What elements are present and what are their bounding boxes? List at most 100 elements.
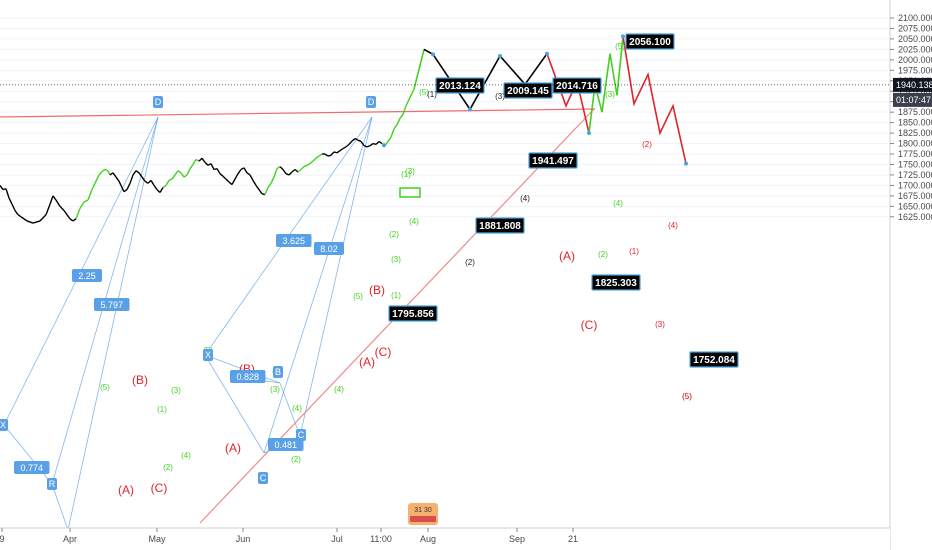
fib-ratio-box <box>72 269 102 282</box>
wave-label-green: (3) <box>171 386 181 395</box>
price-segment <box>126 183 131 190</box>
price-tick-label: 1650.000 <box>898 201 932 211</box>
time-tick-label: Sep <box>509 534 525 544</box>
price-segment <box>219 173 224 177</box>
price-segment <box>315 155 320 159</box>
price-segment <box>159 187 164 193</box>
price-tick-label: 1850.000 <box>898 118 932 128</box>
price-segment <box>180 172 185 178</box>
price-tick-label: 1725.000 <box>898 170 932 180</box>
price-segment <box>318 153 323 157</box>
price-segment <box>249 174 254 181</box>
price-segment <box>237 169 242 175</box>
price-segment <box>252 180 257 186</box>
wave-label-green: (4) <box>409 217 419 226</box>
pattern-point-box <box>0 419 8 431</box>
price-label-text: 2014.716 <box>556 81 598 92</box>
price-segment <box>351 137 356 142</box>
price-segment <box>112 172 117 178</box>
price-point-dot <box>382 143 386 148</box>
wave-label-red: (2) <box>642 140 652 149</box>
fib-ratio-text: 0.774 <box>20 463 43 473</box>
price-segment <box>183 174 188 178</box>
wave-label-red: (5) <box>682 392 692 401</box>
price-segment <box>231 178 236 185</box>
price-point-dot <box>468 107 472 112</box>
price-segment <box>189 164 194 170</box>
pattern-point-box <box>273 366 283 378</box>
price-label-text: 1881.808 <box>479 221 521 232</box>
price-point-dot <box>545 51 549 56</box>
wave-label-green: (5) <box>353 292 363 301</box>
price-label-text: 1941.497 <box>532 156 574 167</box>
price-label-text: 2013.124 <box>439 81 481 92</box>
price-segment <box>255 184 260 190</box>
price-segment <box>165 180 170 186</box>
pattern-point-text: C <box>298 430 305 440</box>
price-segment <box>264 187 269 195</box>
highlight-box <box>399 187 421 198</box>
fib-ratio-text: 5.797 <box>100 300 123 310</box>
price-label-box <box>552 77 602 94</box>
price-segment <box>109 172 114 176</box>
price-segment <box>357 139 362 143</box>
price-segment <box>104 168 109 172</box>
wave-label-red: (B) <box>369 283 385 297</box>
fib-ratio-box <box>276 234 312 247</box>
fib-ratio-box <box>268 438 304 451</box>
wave-label-green: (4) <box>613 199 623 208</box>
wave-label-red: (C) <box>375 345 392 359</box>
wave-label-black: (3) <box>495 92 505 101</box>
price-segment <box>393 124 398 130</box>
price-segment <box>330 151 335 156</box>
time-tick-label: Apr <box>63 534 77 544</box>
pattern-leg <box>279 382 301 437</box>
price-segment <box>49 195 54 205</box>
price-label-text: 1825.303 <box>595 278 637 289</box>
fib-ratio-box <box>314 242 344 255</box>
price-segment <box>324 153 329 157</box>
price-segment <box>267 182 272 188</box>
price-segment <box>342 146 347 150</box>
price-segment <box>369 142 374 147</box>
price-segment <box>240 167 245 171</box>
price-segment <box>333 151 338 154</box>
price-segment <box>303 164 308 168</box>
price-segment <box>270 176 275 184</box>
price-segment <box>0 184 4 190</box>
pattern-leg <box>299 116 373 437</box>
price-segment <box>360 141 365 147</box>
price-segment <box>339 147 344 152</box>
price-segment <box>52 195 57 201</box>
wave-label-green: (5) <box>615 42 625 51</box>
price-segment <box>20 216 25 220</box>
wave-label-red: (3) <box>655 320 665 329</box>
wave-label-red: (B) <box>132 373 148 387</box>
price-segment <box>282 169 287 175</box>
wave-label-green: (1) <box>391 291 401 300</box>
price-segment <box>243 167 248 174</box>
wave-label-red: (A) <box>359 355 375 369</box>
price-segment <box>26 220 34 224</box>
price-label-text: 1752.084 <box>693 355 735 366</box>
fib-ratio-text: 2.25 <box>78 271 96 281</box>
watermark-stripe <box>410 516 436 522</box>
pattern-leg <box>204 354 265 454</box>
countdown-value: 01:07:47 <box>896 95 931 105</box>
countdown-tag <box>893 92 932 107</box>
price-segment <box>186 168 191 176</box>
wave-label-red: (A) <box>225 441 241 455</box>
price-segment <box>8 197 13 205</box>
price-label-box <box>591 274 641 291</box>
price-segment <box>162 184 167 189</box>
fib-ratio-text: 8.02 <box>320 244 338 254</box>
price-label-box <box>625 33 675 50</box>
price-segment <box>216 168 221 175</box>
grid-lines <box>0 17 890 218</box>
price-segment <box>300 166 305 170</box>
time-axis[interactable] <box>0 528 890 550</box>
pattern-leg <box>51 483 69 531</box>
price-segment <box>75 208 81 220</box>
price-segment <box>312 157 317 162</box>
